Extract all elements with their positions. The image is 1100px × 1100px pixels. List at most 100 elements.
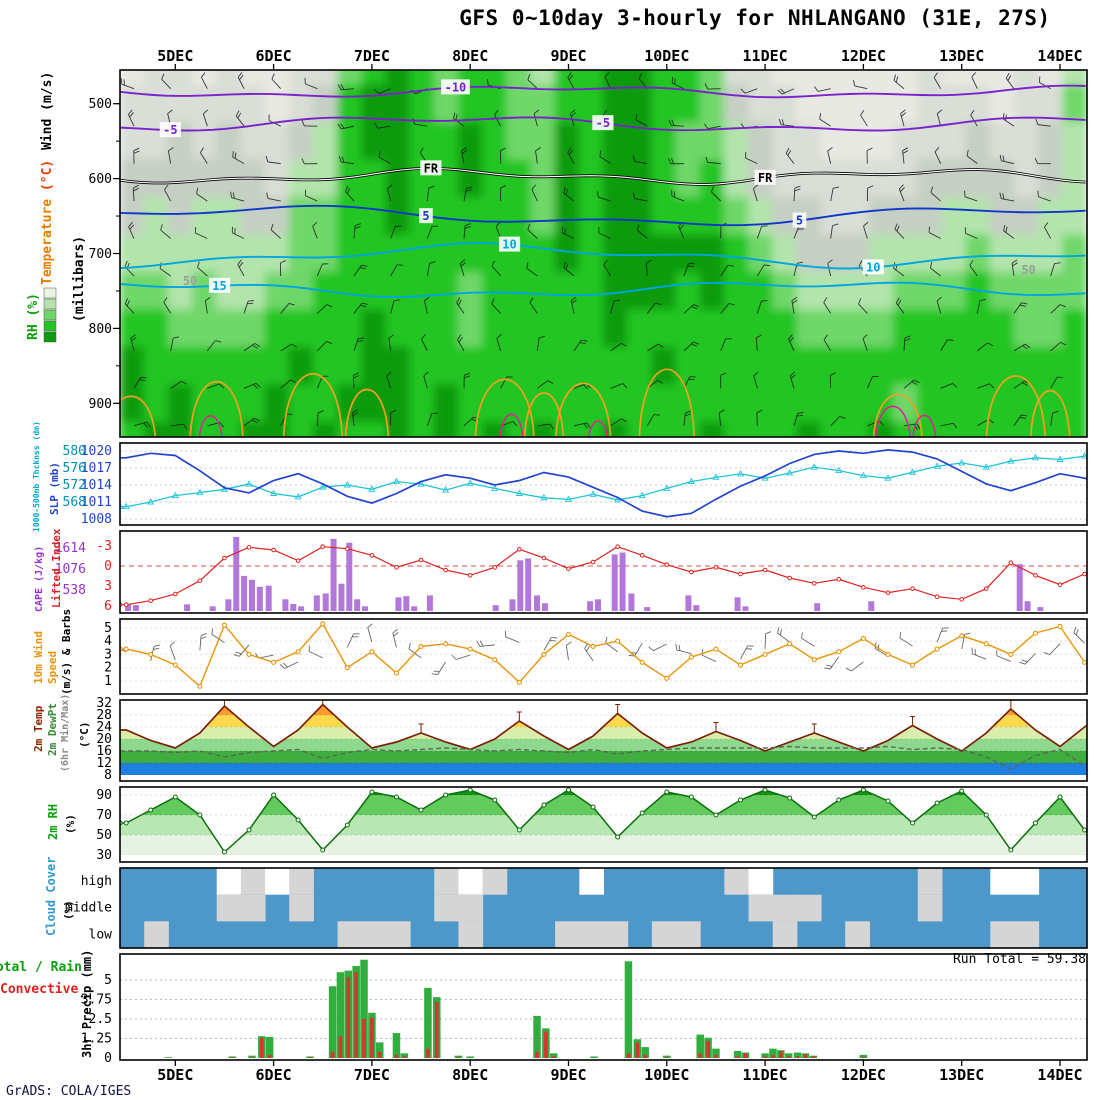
legend-total-rain: Total / Rain [0, 960, 82, 975]
svg-text:580: 580 [63, 444, 86, 459]
svg-text:-3: -3 [96, 539, 112, 554]
axis-label-temperature-text: Temperature [40, 198, 55, 285]
svg-text:7DEC: 7DEC [354, 47, 390, 65]
svg-text:1: 1 [104, 674, 112, 689]
svg-text:1.25: 1.25 [81, 1032, 112, 1047]
svg-text:15: 15 [212, 279, 226, 293]
svg-text:1014: 1014 [81, 478, 112, 493]
svg-text:32: 32 [96, 696, 112, 711]
axis-label-slp: SLP (mb) [48, 462, 61, 515]
axis-label-10m-speed: Speed [46, 650, 59, 684]
svg-text:6: 6 [104, 599, 112, 614]
panel-2m-temp [120, 700, 1087, 775]
panel-10m-wind [120, 621, 1087, 689]
axis-label-2m-rh-unit: (%) [64, 814, 77, 834]
axis-label-thickness: 1000-500mb Thcknss (dm) [32, 421, 41, 532]
svg-text:2.5: 2.5 [89, 1012, 112, 1027]
axis-label-10m-barbs: (m/s) & Barbs [60, 608, 73, 695]
svg-text:14DEC: 14DEC [1037, 47, 1082, 65]
axis-label-precip: 3hr Precip (mm) [80, 949, 94, 1058]
svg-text:572: 572 [63, 478, 86, 493]
svg-text:11DEC: 11DEC [743, 47, 788, 65]
svg-text:9DEC: 9DEC [550, 1066, 586, 1084]
axis-label-minmax: (6hr Min/Max) [60, 693, 71, 772]
axis-label-millibars: (millibars) [72, 235, 87, 322]
svg-text:-5: -5 [163, 123, 177, 137]
axis-label-2m-rh: 2m RH [46, 803, 60, 840]
axis-label-wind: Wind (m/s) [40, 71, 55, 150]
panel-cape-li [120, 536, 1087, 611]
run-total: Run Total = 59.38 [952, 952, 1086, 967]
svg-text:568: 568 [63, 495, 86, 510]
svg-text:24: 24 [96, 720, 112, 735]
svg-text:12: 12 [96, 756, 112, 771]
svg-text:3: 3 [104, 647, 112, 662]
svg-text:600: 600 [89, 172, 112, 187]
svg-text:-10: -10 [445, 80, 467, 94]
svg-text:1076: 1076 [55, 562, 86, 577]
svg-text:9DEC: 9DEC [550, 47, 586, 65]
svg-text:high: high [81, 874, 112, 889]
axis-label-2m-temp: 2m Temp [32, 705, 45, 752]
svg-text:16: 16 [96, 744, 112, 759]
svg-text:5: 5 [104, 973, 112, 988]
panel-upper-air: -10 -5 -5 FR FR 5 5 10 10 15 50 50 [120, 70, 1087, 437]
svg-text:6DEC: 6DEC [256, 47, 292, 65]
svg-text:13DEC: 13DEC [939, 1066, 984, 1084]
axis-label-rh: RH (%) [26, 293, 41, 340]
svg-text:10: 10 [866, 260, 880, 274]
svg-text:13DEC: 13DEC [939, 47, 984, 65]
panel-slp-thickness [120, 449, 1087, 520]
svg-text:8: 8 [104, 768, 112, 783]
svg-text:1008: 1008 [81, 512, 112, 527]
panel-cloud-cover [120, 868, 1087, 948]
axis-label-cape: CAPE (J/kg) [34, 545, 45, 612]
svg-text:7DEC: 7DEC [354, 1066, 390, 1084]
svg-text:FR: FR [424, 161, 439, 175]
svg-text:middle: middle [65, 901, 112, 916]
svg-text:-5: -5 [596, 116, 610, 130]
svg-text:FR: FR [758, 171, 773, 185]
axis-label-2m-dewpt: 2m DewPt [46, 703, 59, 756]
panel-precip [120, 959, 1087, 1058]
svg-text:1017: 1017 [81, 461, 112, 476]
svg-text:4: 4 [104, 634, 112, 649]
svg-text:10DEC: 10DEC [644, 1066, 689, 1084]
axis-label-cloud-cover: Cloud Cover [44, 856, 58, 936]
svg-text:700: 700 [89, 247, 112, 262]
axis-label-temp-unit: (°C) [78, 721, 91, 749]
svg-text:70: 70 [96, 808, 112, 823]
axis-label-temperature: Temperature (°C) [40, 160, 55, 285]
svg-text:11DEC: 11DEC [743, 1066, 788, 1084]
svg-text:0: 0 [104, 1051, 112, 1066]
svg-text:1011: 1011 [81, 495, 112, 510]
svg-text:30: 30 [96, 848, 112, 863]
chart-title: GFS 0~10day 3-hourly for NHLANGANO (31E,… [459, 6, 1051, 30]
axis-label-temperature-unit: (°C) [40, 159, 55, 192]
svg-text:10DEC: 10DEC [644, 47, 689, 65]
axis-label-10m-wind: 10m Wind [32, 631, 45, 684]
axis-label-cloud-unit: (%) [62, 900, 75, 920]
svg-text:5: 5 [796, 214, 803, 228]
svg-text:5DEC: 5DEC [157, 1066, 193, 1084]
svg-text:12DEC: 12DEC [841, 1066, 886, 1084]
svg-text:5DEC: 5DEC [157, 47, 193, 65]
svg-text:1020: 1020 [81, 444, 112, 459]
svg-text:0: 0 [104, 559, 112, 574]
panel-2m-rh [120, 787, 1087, 855]
svg-text:28: 28 [96, 708, 112, 723]
svg-text:3.75: 3.75 [81, 993, 112, 1008]
svg-text:6DEC: 6DEC [256, 1066, 292, 1084]
svg-text:8DEC: 8DEC [452, 1066, 488, 1084]
svg-text:2: 2 [104, 661, 112, 676]
svg-text:90: 90 [96, 788, 112, 803]
svg-text:8DEC: 8DEC [452, 47, 488, 65]
svg-text:50: 50 [1021, 263, 1035, 277]
svg-text:10: 10 [502, 238, 516, 252]
svg-text:3: 3 [104, 579, 112, 594]
svg-text:500: 500 [89, 97, 112, 112]
svg-text:20: 20 [96, 732, 112, 747]
svg-text:538: 538 [63, 583, 86, 598]
